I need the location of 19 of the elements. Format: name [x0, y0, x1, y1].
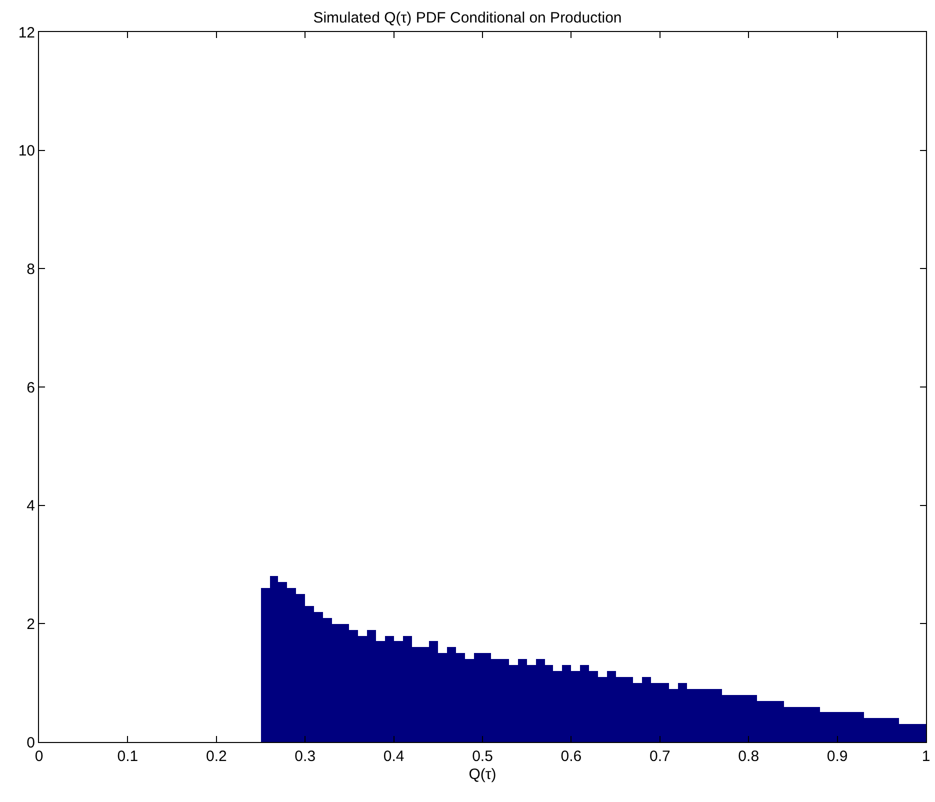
x-tick-label: 0.1 [117, 748, 138, 765]
x-tick-label: 0.6 [560, 748, 582, 765]
x-tick-label: 0.5 [472, 748, 493, 765]
chart-title: Simulated Q(τ) PDF Conditional on Production [313, 10, 622, 27]
x-tick-label: 0.4 [383, 748, 404, 765]
y-tick-label: 10 [18, 142, 35, 160]
y-tick-label: 6 [26, 379, 35, 396]
x-tick-label: 0.7 [649, 748, 670, 765]
x-tick-label: 1 [922, 748, 930, 765]
x-tick-label: 0.3 [294, 748, 316, 765]
x-tick-label: 0.8 [738, 748, 760, 765]
y-tick-label: 4 [26, 498, 35, 515]
x-tick-label: 0.9 [826, 748, 848, 765]
y-tick-label: 2 [26, 616, 35, 633]
y-tick-label: 8 [26, 260, 35, 278]
y-tick-label: 0 [26, 734, 35, 752]
y-tick-label: 12 [18, 24, 35, 42]
x-axis-title: Q(τ) [468, 766, 496, 783]
x-tick-label: 0.2 [206, 748, 227, 765]
